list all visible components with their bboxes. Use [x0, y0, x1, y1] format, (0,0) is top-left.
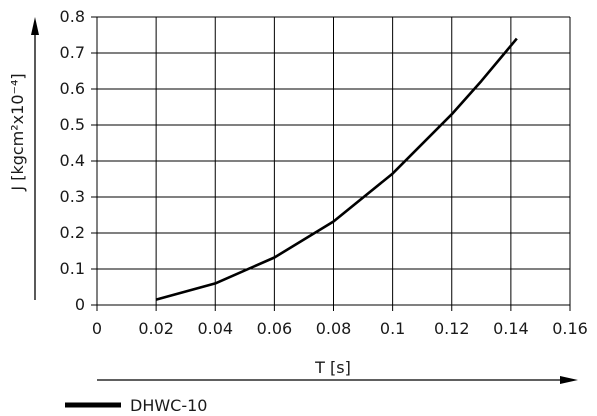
y-tick-label: 0.6 — [60, 79, 85, 98]
series-layer — [155, 37, 518, 301]
x-tick-label: 0.06 — [257, 319, 293, 338]
x-tick-label: 0.04 — [197, 319, 233, 338]
y-axis-arrow-head — [31, 17, 39, 35]
x-tick-label: 0 — [92, 319, 102, 338]
y-tick-label: 0 — [75, 295, 85, 314]
x-axis-title: T [s] — [314, 358, 351, 377]
y-tick-label: 0.5 — [60, 115, 85, 134]
series-line-dhwc-10 — [155, 37, 518, 301]
y-tick-label: 0.1 — [60, 259, 85, 278]
y-tick-label: 0.2 — [60, 223, 85, 242]
x-tick-labels: 0 0.02 0.04 0.06 0.08 0.1 0.12 0.14 0.16 — [92, 319, 588, 338]
x-tick-label: 0.1 — [380, 319, 405, 338]
x-tick-label: 0.16 — [552, 319, 588, 338]
x-tick-label: 0.02 — [138, 319, 174, 338]
y-tick-label: 0.4 — [60, 151, 85, 170]
y-tick-label: 0.7 — [60, 43, 85, 62]
y-tick-labels: 0 0.1 0.2 0.3 0.4 0.5 0.6 0.7 0.8 — [60, 7, 85, 314]
grid — [91, 16, 571, 311]
x-tick-label: 0.14 — [493, 319, 529, 338]
x-axis-arrow-head — [560, 376, 578, 384]
y-tick-label: 0.8 — [60, 7, 85, 26]
x-tick-label: 0.12 — [434, 319, 470, 338]
y-tick-label: 0.3 — [60, 187, 85, 206]
y-axis-title: J [kgcm²x10⁻⁴] — [8, 73, 27, 191]
x-tick-label: 0.08 — [316, 319, 352, 338]
legend-label-dhwc-10: DHWC-10 — [130, 396, 207, 415]
